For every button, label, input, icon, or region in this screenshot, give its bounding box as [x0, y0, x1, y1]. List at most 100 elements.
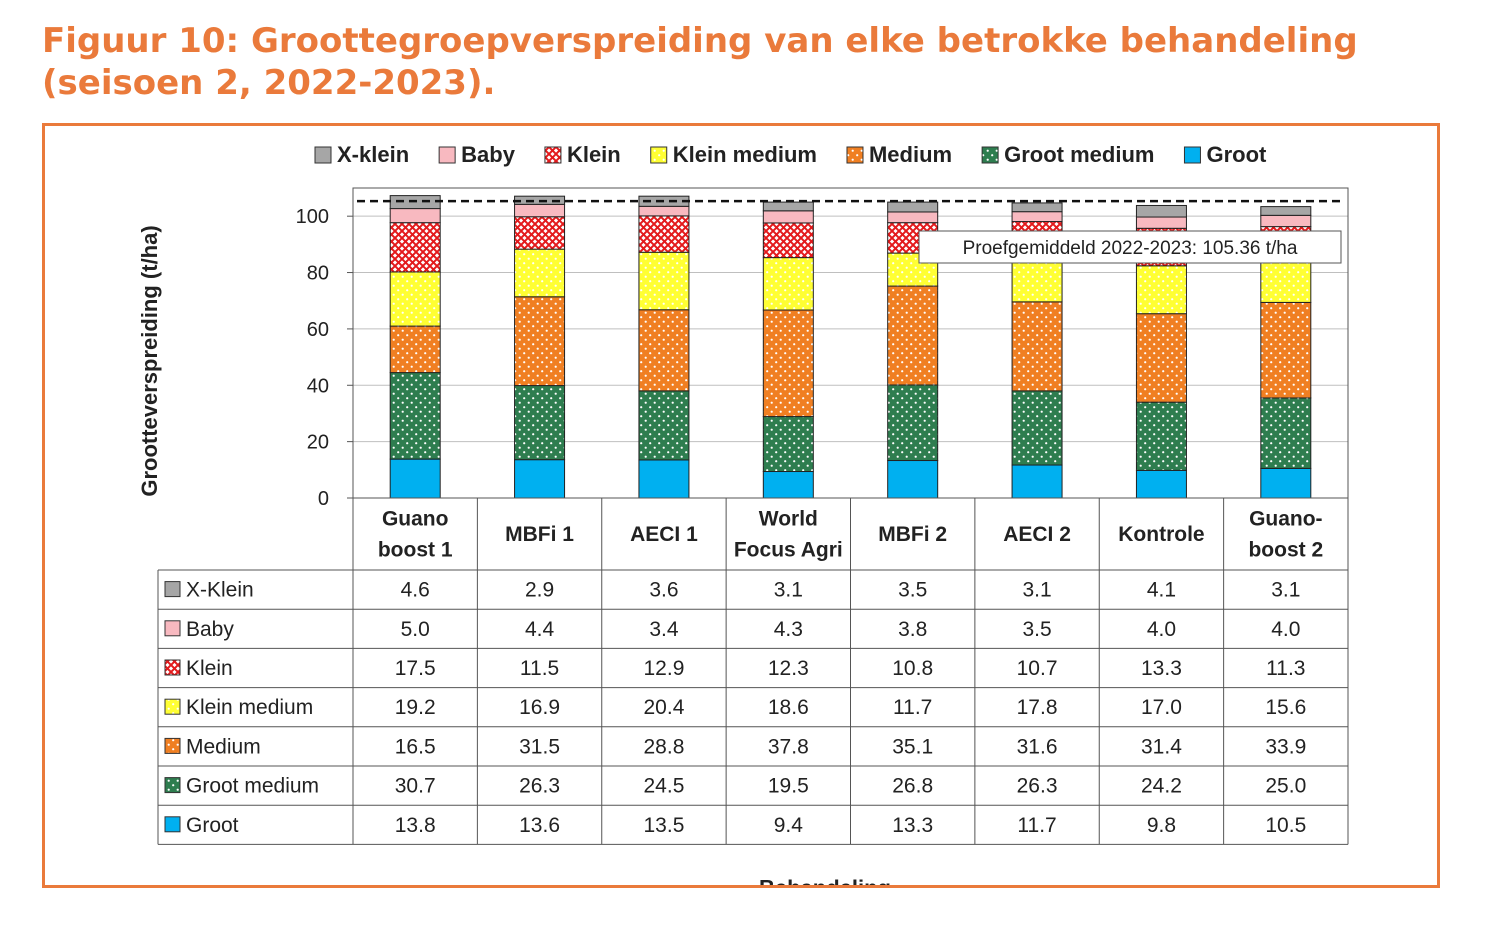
x-category-label: MBFi 1 — [505, 523, 574, 546]
table-cell: 3.1 — [1022, 579, 1051, 602]
y-tick-label: 80 — [307, 263, 329, 285]
bar-segment-medium — [638, 309, 690, 392]
table-cell: 4.3 — [774, 618, 803, 641]
table-row: X-Klein 4.6 2.9 3.6 3.1 3.5 3.1 4.1 3.1 — [164, 579, 1300, 602]
bar-segment-klein — [514, 216, 566, 250]
bar-segment-groot — [1011, 464, 1063, 499]
table-cell: 18.6 — [768, 696, 809, 719]
bar-segment-baby — [1011, 211, 1063, 223]
x-category-label: Guano-boost 2 — [1248, 508, 1323, 562]
bar-segment-x-klein — [762, 201, 814, 212]
table-cell: 17.0 — [1141, 696, 1182, 719]
table-legend-swatch — [164, 698, 181, 715]
table-cell: 26.3 — [519, 775, 560, 798]
bar-segment-x-klein — [1135, 204, 1187, 218]
chart-legend: X-klein Baby Klein Klein medium Medium Groot … — [314, 142, 1267, 167]
bar-segment-medium — [762, 309, 814, 418]
table-row-label: X-Klein — [186, 579, 254, 602]
y-tick-label: 60 — [307, 319, 329, 341]
table-legend-swatch — [164, 737, 181, 754]
bar-segment-baby — [638, 205, 690, 217]
bar-segment-klein-medium — [638, 251, 690, 311]
table-row: Groot 13.8 13.6 13.5 9.4 13.3 11.7 9.8 10.5 — [164, 814, 1306, 837]
table-cell: 33.9 — [1265, 735, 1306, 758]
table-cell: 26.8 — [892, 775, 933, 798]
bar-segment-groot — [762, 471, 814, 499]
legend-label: Groot — [1206, 142, 1267, 167]
table-cell: 25.0 — [1265, 775, 1306, 798]
table-cell: 2.9 — [525, 579, 554, 602]
table-row: Klein medium 19.2 16.9 20.4 18.6 11.7 17.8 17.0… — [164, 696, 1306, 719]
x-category-label: Guano boost 1 — [378, 508, 453, 562]
figure-title-line1: Figuur 10: Groottegroepverspreiding van … — [42, 21, 1358, 61]
chart-frame: X-klein Baby Klein Klein medium Medium Groot … — [42, 123, 1440, 900]
legend-label: X-klein — [337, 142, 409, 167]
reference-label: Proefgemiddeld 2022-2023: 105.36 t/ha — [963, 238, 1298, 259]
table-cell: 4.4 — [525, 618, 555, 641]
table-cell: 3.5 — [1022, 618, 1051, 641]
legend-item-medium: Medium — [846, 142, 952, 167]
legend-label: Baby — [461, 142, 516, 167]
table-cell: 19.5 — [768, 775, 809, 798]
bar-segment-groot-medium — [1260, 397, 1312, 469]
bar-segment-medium — [514, 296, 566, 387]
bar-segment-klein-medium — [762, 257, 814, 311]
table-cell: 17.5 — [395, 657, 436, 680]
table-row: Klein 17.5 11.5 12.9 12.3 10.8 10.7 13.3 11.3 — [164, 657, 1305, 680]
bar-segment-klein-medium — [1260, 257, 1312, 303]
x-category-label: Kontrole — [1118, 523, 1204, 546]
table-cell: 13.3 — [1141, 657, 1182, 680]
table-cell: 11.5 — [520, 657, 559, 680]
table-cell: 10.5 — [1265, 814, 1306, 837]
table-cell: 30.7 — [395, 775, 436, 798]
table-cell: 13.8 — [395, 814, 436, 837]
table-cell: 16.9 — [519, 696, 560, 719]
table-cell: 31.4 — [1141, 735, 1182, 758]
bar-segment-klein-medium — [389, 271, 441, 327]
bar-segment-groot-medium — [514, 385, 566, 461]
table-cell: 3.1 — [1271, 579, 1300, 602]
table-row-label: Groot — [186, 814, 239, 837]
legend-item-baby: Baby — [438, 142, 516, 167]
table-row: Groot medium 30.7 26.3 24.5 19.5 26.8 26.3 24.2… — [164, 775, 1306, 798]
bar-segment-groot-medium — [638, 390, 690, 461]
table-cell: 28.8 — [644, 735, 685, 758]
reference-line-group: Proefgemiddeld 2022-2023: 105.36 t/ha — [357, 199, 1342, 264]
legend-swatch — [846, 146, 864, 164]
table-cell: 3.1 — [774, 579, 803, 602]
legend-label: Klein — [567, 142, 621, 167]
table-legend-swatch — [164, 816, 181, 833]
legend-item-groot-medium: Groot medium — [981, 142, 1154, 167]
table-cell: 4.0 — [1271, 618, 1300, 641]
stacked-bar-chart: X-klein Baby Klein Klein medium Medium Groot … — [137, 142, 1349, 900]
x-category-label: MBFi 2 — [878, 523, 947, 546]
bar-segment-baby — [762, 210, 814, 224]
bar-segment-groot — [887, 460, 939, 499]
table-cell: 9.4 — [774, 814, 804, 837]
legend-label: Medium — [869, 142, 952, 167]
table-cell: 15.6 — [1265, 696, 1306, 719]
table-cell: 4.1 — [1147, 579, 1176, 602]
table-cell: 24.2 — [1141, 775, 1182, 798]
bar-segment-medium — [389, 325, 441, 374]
table-cell: 19.2 — [395, 696, 436, 719]
table-cell: 20.4 — [644, 696, 685, 719]
x-category-label: AECI 2 — [1003, 523, 1071, 546]
table-cell: 35.1 — [892, 735, 933, 758]
table-legend-swatch — [164, 659, 181, 676]
table-cell: 31.5 — [519, 735, 560, 758]
table-cell: 3.4 — [649, 618, 679, 641]
bar-segment-x-klein — [887, 201, 939, 213]
table-cell: 4.6 — [401, 579, 430, 602]
table-cell: 13.3 — [892, 814, 933, 837]
x-category-label: AECI 1 — [630, 523, 698, 546]
bar-segment-baby — [389, 208, 441, 224]
bar-segment-medium — [1260, 301, 1312, 399]
data-table: Guano boost 1 MBFi 1 AECI 1 World Focus Agri M… — [157, 498, 1349, 845]
bar-segment-groot — [1135, 469, 1187, 499]
table-cell: 9.8 — [1147, 814, 1176, 837]
table-cell: 3.6 — [649, 579, 678, 602]
table-row-label: Klein — [186, 657, 233, 680]
bar-segment-baby — [514, 203, 566, 218]
legend-swatch — [314, 146, 332, 164]
